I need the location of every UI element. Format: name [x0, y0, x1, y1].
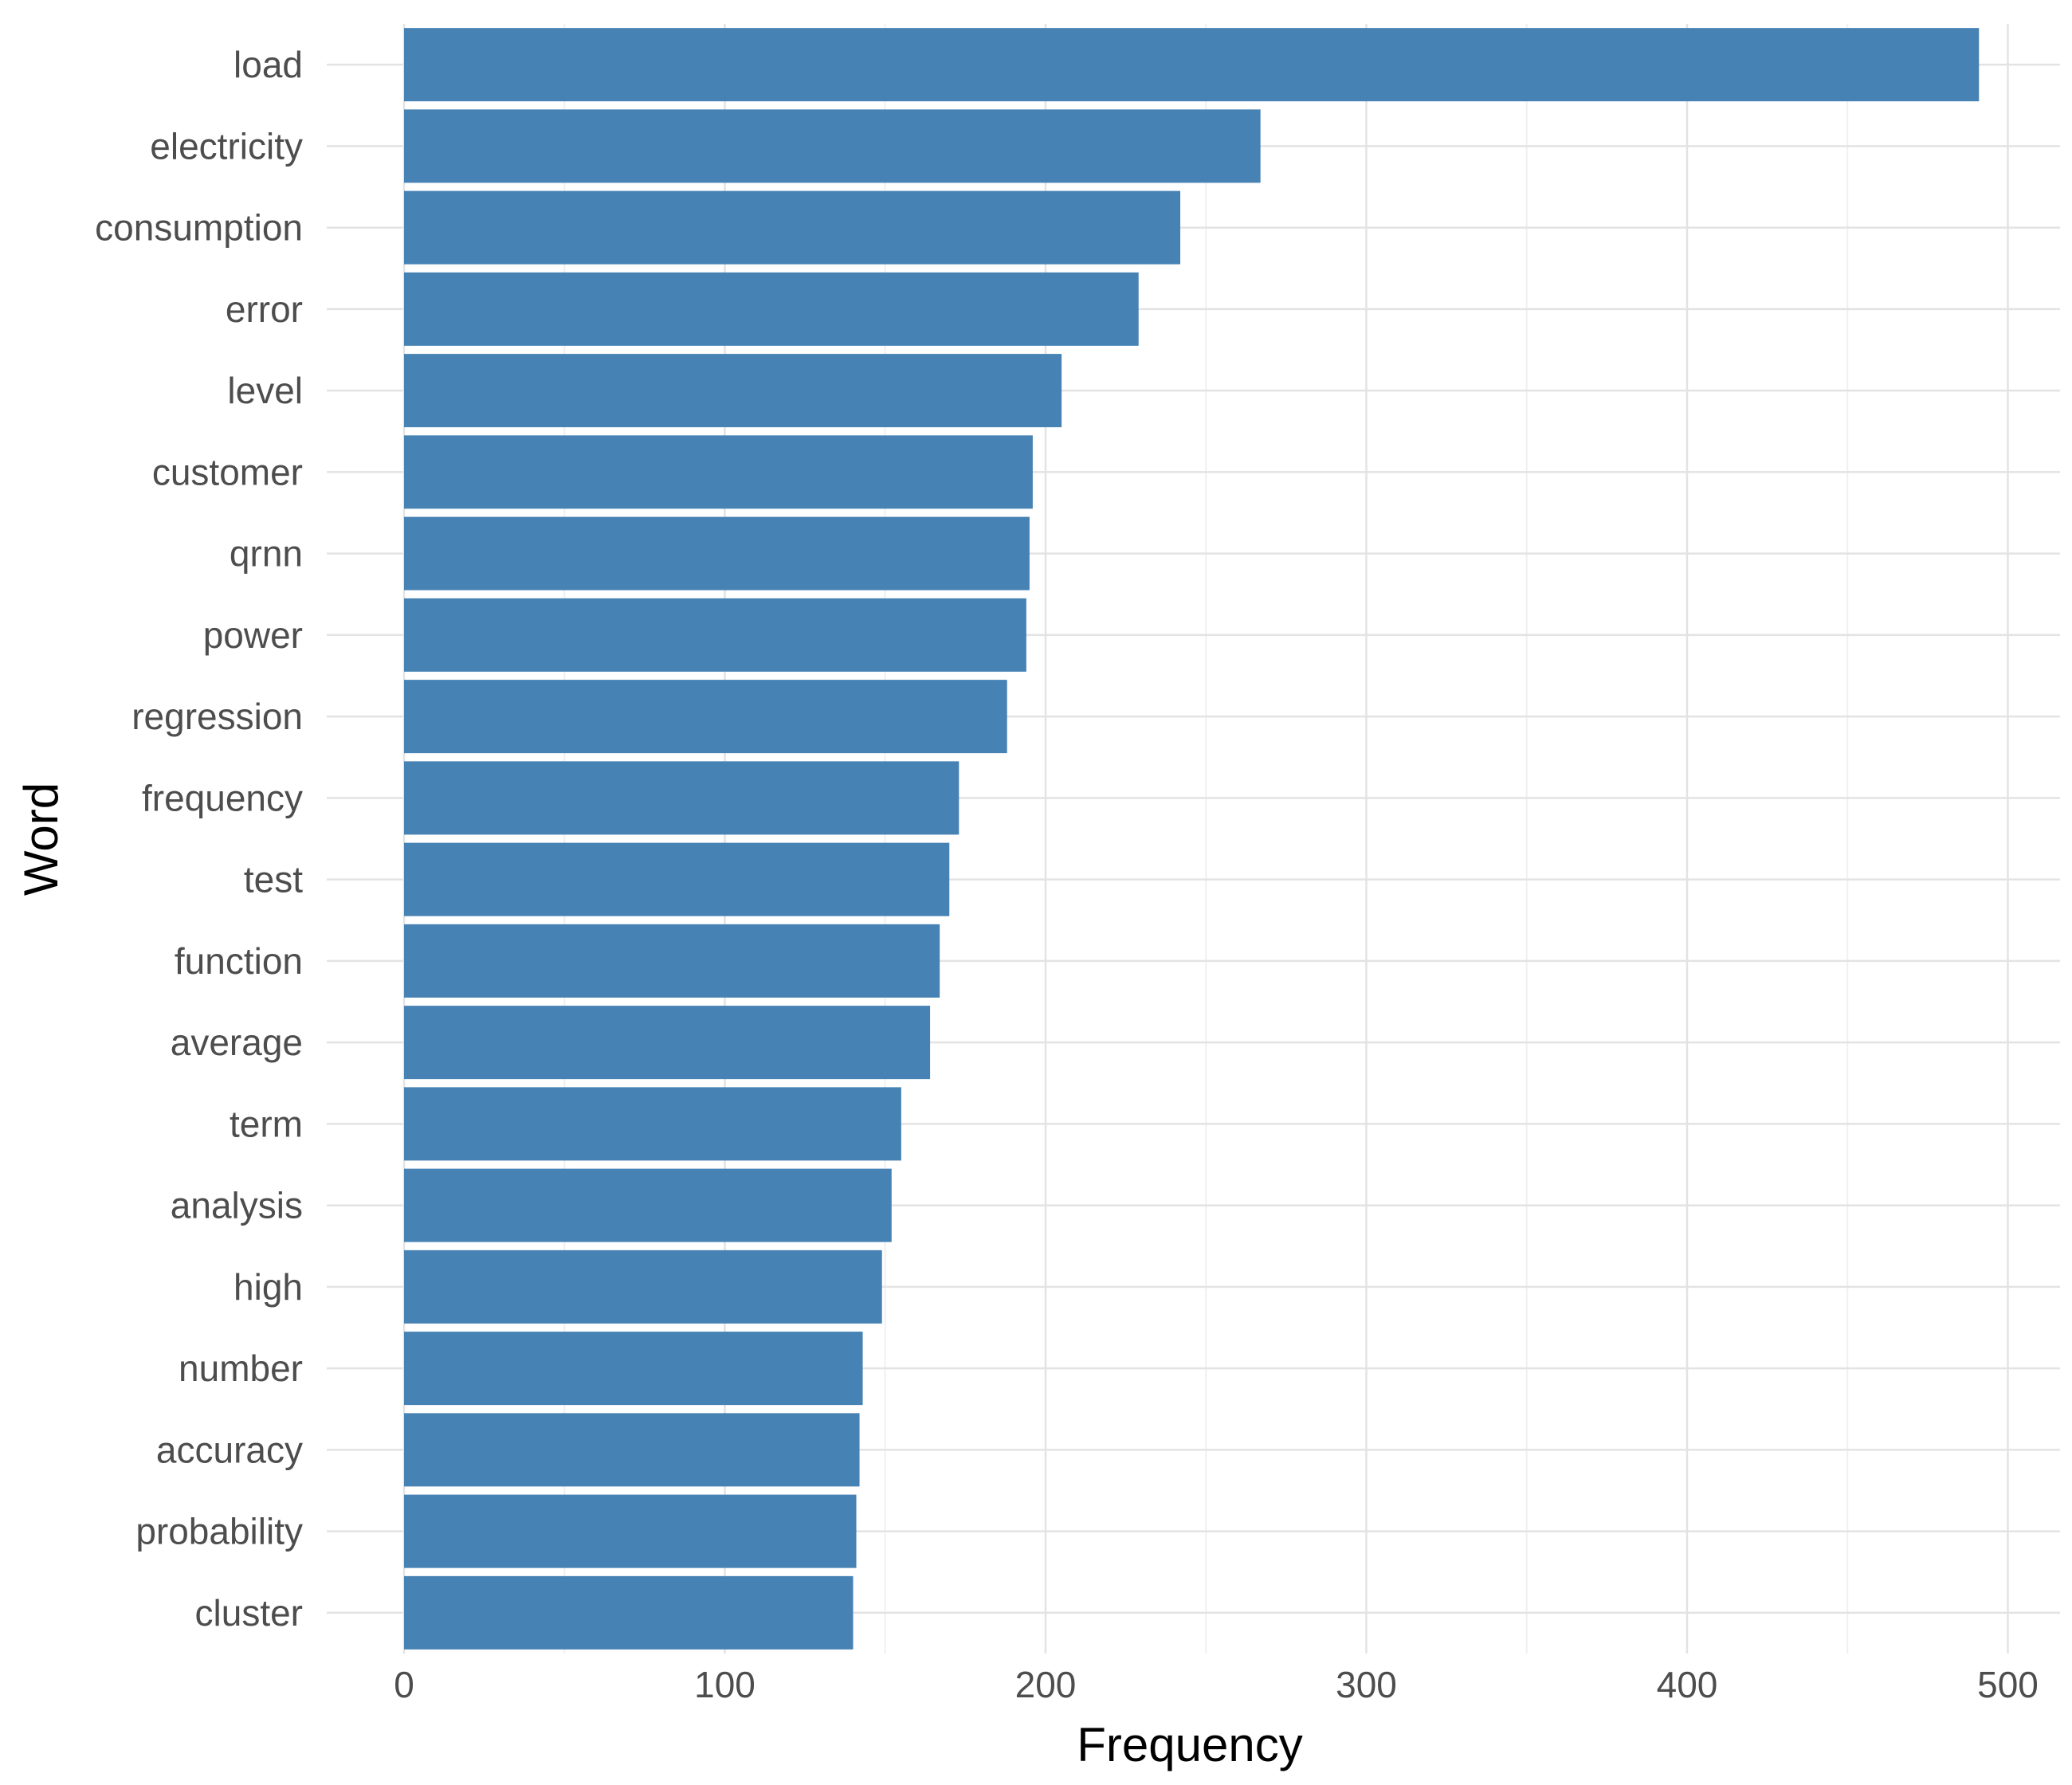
- bar-probability: [404, 1494, 857, 1568]
- x-tick-label-200: 200: [1015, 1664, 1077, 1705]
- x-tick-labels: 0 100 200 300 400 500: [394, 1664, 2039, 1705]
- bar-frequency: [404, 761, 959, 835]
- y-tick-label-test: test: [244, 859, 303, 900]
- y-tick-label-frequency: frequency: [142, 777, 303, 818]
- y-tick-label-number: number: [179, 1348, 303, 1389]
- y-tick-label-level: level: [227, 370, 303, 411]
- bar-analysis: [404, 1168, 892, 1242]
- y-tick-labels: load electricity consumption error level cust…: [95, 44, 303, 1634]
- bar-average: [404, 1006, 931, 1080]
- bar-regression: [404, 680, 1007, 754]
- bar-number: [404, 1332, 863, 1406]
- x-tick-label-500: 500: [1977, 1664, 2039, 1705]
- y-tick-label-function: function: [175, 940, 303, 982]
- x-tick-label-400: 400: [1657, 1664, 1718, 1705]
- y-tick-label-load: load: [233, 44, 303, 85]
- bar-term: [404, 1087, 901, 1161]
- bar-level: [404, 354, 1062, 428]
- bar-power: [404, 598, 1026, 672]
- y-tick-label-average: average: [171, 1022, 303, 1063]
- bar-accuracy: [404, 1413, 860, 1487]
- bar-function: [404, 924, 940, 998]
- y-axis-title: Word: [14, 783, 68, 896]
- y-tick-label-qrnn: qrnn: [230, 533, 303, 575]
- y-tick-label-power: power: [203, 614, 303, 656]
- bar-load: [404, 28, 1980, 102]
- bar-high: [404, 1250, 882, 1324]
- y-tick-label-customer: customer: [152, 451, 303, 492]
- x-tick-label-300: 300: [1336, 1664, 1397, 1705]
- bar-cluster: [404, 1575, 854, 1650]
- bar-consumption: [404, 190, 1181, 265]
- y-tick-label-consumption: consumption: [95, 207, 303, 249]
- bar-qrnn: [404, 516, 1030, 590]
- y-tick-label-regression: regression: [131, 696, 303, 737]
- y-tick-label-accuracy: accuracy: [156, 1429, 303, 1470]
- y-tick-label-electricity: electricity: [150, 125, 303, 167]
- y-tick-label-high: high: [233, 1266, 303, 1308]
- bar-test: [404, 842, 950, 916]
- bars-layer: [404, 28, 1980, 1650]
- x-axis-title: Frequency: [1077, 1718, 1302, 1771]
- x-tick-label-0: 0: [394, 1664, 414, 1705]
- bar-error: [404, 272, 1139, 346]
- y-tick-label-cluster: cluster: [195, 1592, 303, 1634]
- y-tick-label-probability: probability: [135, 1511, 303, 1552]
- y-tick-label-term: term: [230, 1103, 303, 1144]
- bar-customer: [404, 435, 1033, 509]
- bar-electricity: [404, 109, 1261, 183]
- y-tick-label-error: error: [226, 288, 303, 330]
- x-tick-label-100: 100: [694, 1664, 755, 1705]
- y-tick-label-analysis: analysis: [171, 1185, 303, 1226]
